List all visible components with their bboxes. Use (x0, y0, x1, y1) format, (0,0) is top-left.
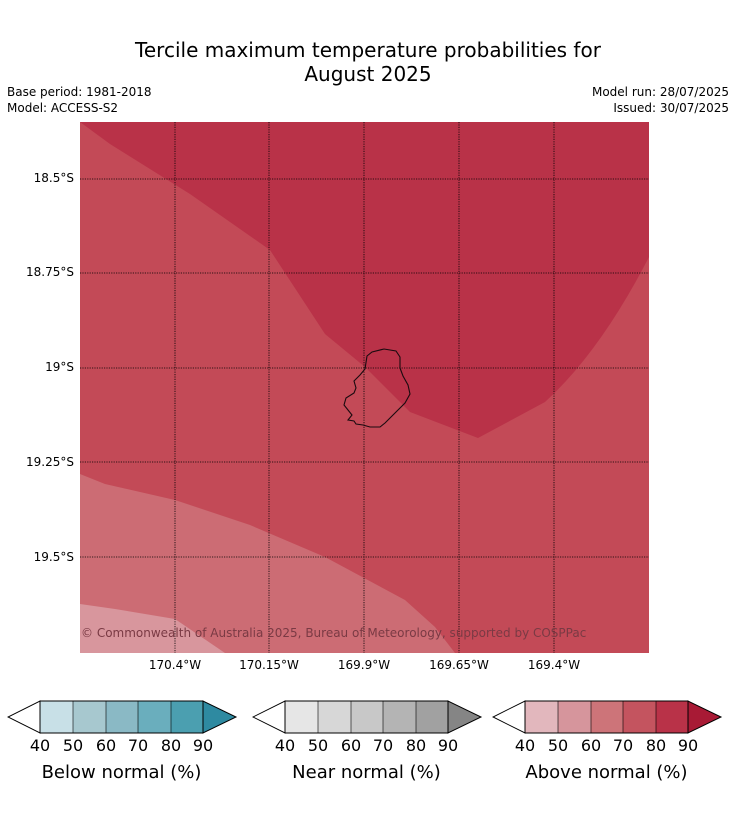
lon-label-1: 170.4°W (148, 658, 202, 672)
above-tick-40: 40 (514, 736, 536, 755)
above-tick-60: 60 (580, 736, 602, 755)
near-normal-colorbar (252, 700, 483, 734)
near-swatch-3 (351, 701, 383, 733)
near-tick-50: 50 (307, 736, 329, 755)
near-swatch-5 (416, 701, 448, 733)
issued-date: Issued: 30/07/2025 (613, 101, 729, 115)
above-tick-90: 90 (677, 736, 699, 755)
base-period: Base period: 1981-2018 (7, 85, 152, 99)
below-swatch-5 (171, 701, 203, 733)
above-swatch-5 (656, 701, 688, 733)
near-swatch-4 (383, 701, 416, 733)
above-swatch-1 (525, 701, 558, 733)
below-tick-60: 60 (95, 736, 117, 755)
above-normal-title: Above normal (%) (525, 762, 688, 783)
above-swatch-4 (623, 701, 656, 733)
map-title: Tercile maximum temperature probabilitie… (0, 38, 736, 86)
below-normal-colorbar (7, 700, 238, 734)
near-swatch-2 (318, 701, 351, 733)
above-swatch-2 (558, 701, 591, 733)
below-tick-50: 50 (62, 736, 84, 755)
gridlines (80, 122, 649, 653)
lon-label-3: 169.9°W (337, 658, 391, 672)
niue-island-outline (343, 348, 411, 428)
near-normal-title: Near normal (%) (292, 762, 441, 783)
below-swatch-4 (138, 701, 171, 733)
region-above-60-70 (80, 474, 455, 653)
lon-label-5: 169.4°W (527, 658, 581, 672)
below-swatch-2 (73, 701, 106, 733)
lat-label-4: 19.25°S (26, 455, 74, 469)
model-name: Model: ACCESS-S2 (7, 101, 119, 115)
model-info: Base period: 1981-2018 Model: ACCESS-S2 (7, 84, 152, 116)
lat-label-3: 19°S (45, 360, 74, 374)
near-tick-80: 80 (405, 736, 427, 755)
near-tick-60: 60 (340, 736, 362, 755)
above-tick-80: 80 (645, 736, 667, 755)
lat-label-5: 19.5°S (33, 550, 74, 564)
below-tick-90: 90 (192, 736, 214, 755)
below-normal-title: Below normal (%) (41, 762, 202, 783)
below-tick-40: 40 (29, 736, 51, 755)
above-normal-colorbar (492, 700, 723, 734)
lon-label-4: 169.65°W (429, 658, 489, 672)
below-swatch-3 (106, 701, 138, 733)
near-tick-70: 70 (372, 736, 394, 755)
model-run-date: Model run: 28/07/2025 (591, 85, 729, 99)
title-line-1: Tercile maximum temperature probabilitie… (135, 38, 601, 62)
above-swatch-3 (591, 701, 623, 733)
above-tick-70: 70 (612, 736, 634, 755)
title-line-2: August 2025 (304, 62, 432, 86)
above-tick-50: 50 (547, 736, 569, 755)
lat-label-2: 18.75°S (26, 265, 74, 279)
probability-map[interactable] (80, 122, 649, 653)
near-tick-40: 40 (274, 736, 296, 755)
lon-label-2: 170.15°W (239, 658, 299, 672)
region-above-50-60 (80, 604, 225, 653)
below-swatch-1 (40, 701, 73, 733)
near-tick-90: 90 (437, 736, 459, 755)
lat-label-1: 18.5°S (33, 171, 74, 185)
map-canvas (80, 122, 649, 653)
below-tick-80: 80 (160, 736, 182, 755)
run-info: Model run: 28/07/2025 Issued: 30/07/2025 (592, 84, 729, 116)
below-tick-70: 70 (127, 736, 149, 755)
near-swatch-1 (285, 701, 318, 733)
copyright-notice: © Commonwealth of Australia 2025, Bureau… (81, 626, 587, 640)
region-above-80-90 (80, 122, 649, 438)
